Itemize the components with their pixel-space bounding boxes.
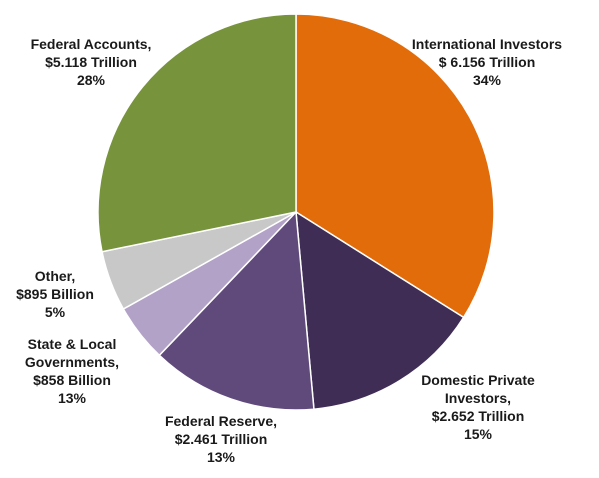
label-international-amount: $ 6.156 Trillion <box>439 54 536 70</box>
label-fed-reserve-name: Federal Reserve, <box>165 413 277 429</box>
label-federal-reserve: Federal Reserve, $2.461 Trillion 13% <box>165 413 277 465</box>
pie-slice-federal-reserve <box>158 210 315 411</box>
label-state-local-name-1: State & Local <box>28 336 117 352</box>
label-other: Other, $895 Billion 5% <box>16 268 94 320</box>
label-fed-reserve-amount: $2.461 Trillion <box>175 431 268 447</box>
label-federal-accounts: Federal Accounts, $5.118 Trillion 28% <box>31 36 152 88</box>
label-other-name: Other, <box>35 268 75 284</box>
label-international-percent: 34% <box>473 72 502 88</box>
pie-slice-domestic-private-investors <box>295 210 465 411</box>
label-other-percent: 5% <box>45 304 66 320</box>
label-state-local-governments: State & Local Governments, $858 Billion … <box>25 336 119 406</box>
pie-slice-federal-accounts <box>97 13 297 253</box>
label-other-amount: $895 Billion <box>16 286 94 302</box>
label-domestic-amount: $2.652 Trillion <box>432 408 525 424</box>
label-federal-accounts-name: Federal Accounts, <box>31 36 152 52</box>
pie-slices <box>97 13 495 411</box>
label-state-local-percent: 13% <box>58 390 87 406</box>
label-federal-accounts-percent: 28% <box>77 72 106 88</box>
label-domestic-name-1: Domestic Private <box>421 372 535 388</box>
label-international-investors: International Investors $ 6.156 Trillion… <box>412 36 562 88</box>
label-state-local-name-2: Governments, <box>25 354 119 370</box>
label-fed-reserve-percent: 13% <box>207 449 236 465</box>
label-federal-accounts-amount: $5.118 Trillion <box>45 54 137 70</box>
label-international-name: International Investors <box>412 36 562 52</box>
label-state-local-amount: $858 Billion <box>33 372 111 388</box>
label-domestic-private-investors: Domestic Private Investors, $2.652 Trill… <box>421 372 535 442</box>
label-domestic-name-2: Investors, <box>445 390 511 406</box>
pie-slice-international-investors <box>295 13 495 319</box>
label-domestic-percent: 15% <box>464 426 493 442</box>
